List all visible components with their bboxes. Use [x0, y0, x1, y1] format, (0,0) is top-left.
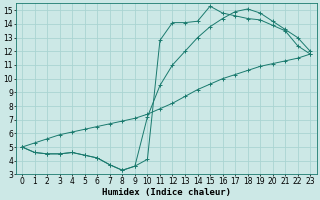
X-axis label: Humidex (Indice chaleur): Humidex (Indice chaleur) — [102, 188, 231, 197]
